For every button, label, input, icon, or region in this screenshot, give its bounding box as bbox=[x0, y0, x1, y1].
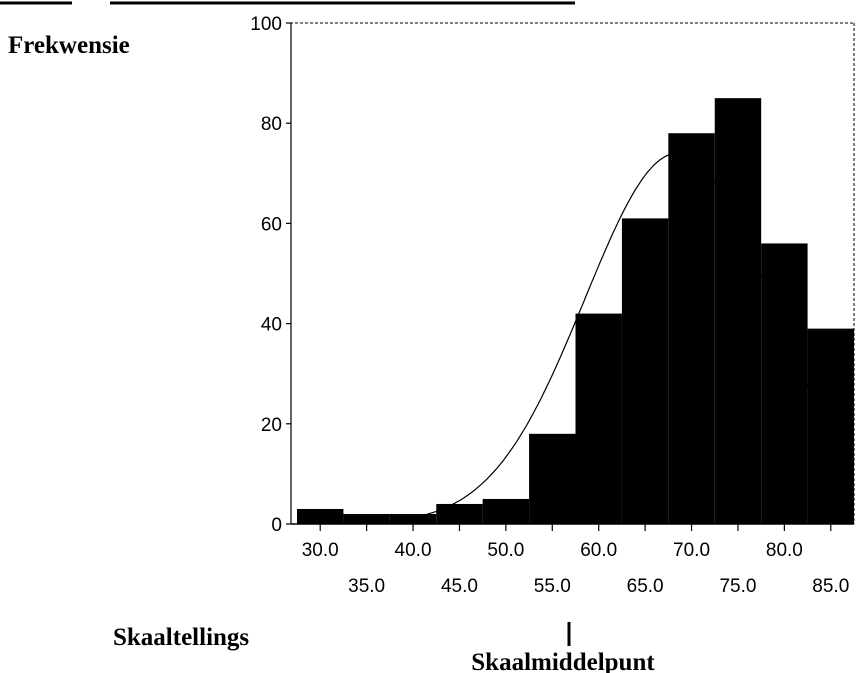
histogram-bar bbox=[668, 133, 715, 524]
x-tick-label: 50.0 bbox=[487, 540, 524, 561]
histogram-bar bbox=[482, 498, 530, 524]
bars-layer bbox=[297, 98, 854, 525]
x-tick-label: 85.0 bbox=[812, 576, 849, 597]
y-tick-label: 40 bbox=[261, 315, 282, 336]
x-tick-label: 40.0 bbox=[395, 540, 432, 561]
x-tick-label: 55.0 bbox=[534, 576, 571, 597]
x-tick-label: 80.0 bbox=[766, 540, 803, 561]
y-tick-label: 60 bbox=[261, 214, 282, 235]
x-tick-label: 70.0 bbox=[673, 540, 710, 561]
x-tick-label: 45.0 bbox=[441, 576, 478, 597]
histogram-bar bbox=[761, 243, 808, 524]
y-tick-label: 100 bbox=[250, 14, 282, 35]
histogram-bar bbox=[621, 218, 669, 524]
histogram-bar bbox=[575, 313, 622, 524]
y-axis-label: Frekwensie bbox=[8, 32, 130, 59]
x-tick-label: 65.0 bbox=[627, 576, 664, 597]
histogram-bar bbox=[297, 508, 344, 524]
y-ticks: 0 20 40 60 80 100 bbox=[250, 14, 291, 536]
x-tick-label: 30.0 bbox=[302, 540, 339, 561]
normal-curve bbox=[297, 152, 855, 525]
y-tick-label: 20 bbox=[261, 415, 282, 436]
histogram-bar bbox=[436, 503, 483, 524]
y-tick-label: 80 bbox=[261, 114, 282, 135]
x-tick-label: 75.0 bbox=[719, 576, 756, 597]
histogram-bar bbox=[343, 513, 390, 524]
x-tick-label: 35.0 bbox=[348, 576, 385, 597]
histogram-bar bbox=[529, 433, 576, 524]
x-ticks: 30.0 40.0 50.0 60.0 70.0 80.0 35.0 45.0 55.0 65.0… bbox=[302, 524, 849, 597]
x-tick-label: 60.0 bbox=[580, 540, 617, 561]
x-axis-label: Skaaltellings bbox=[113, 624, 249, 651]
y-tick-label: 0 bbox=[271, 515, 282, 536]
histogram-bar bbox=[807, 328, 854, 524]
annotation-label: Skaalmiddelpunt bbox=[471, 649, 655, 673]
histogram-bar bbox=[714, 98, 762, 525]
histogram-bar bbox=[389, 513, 437, 524]
